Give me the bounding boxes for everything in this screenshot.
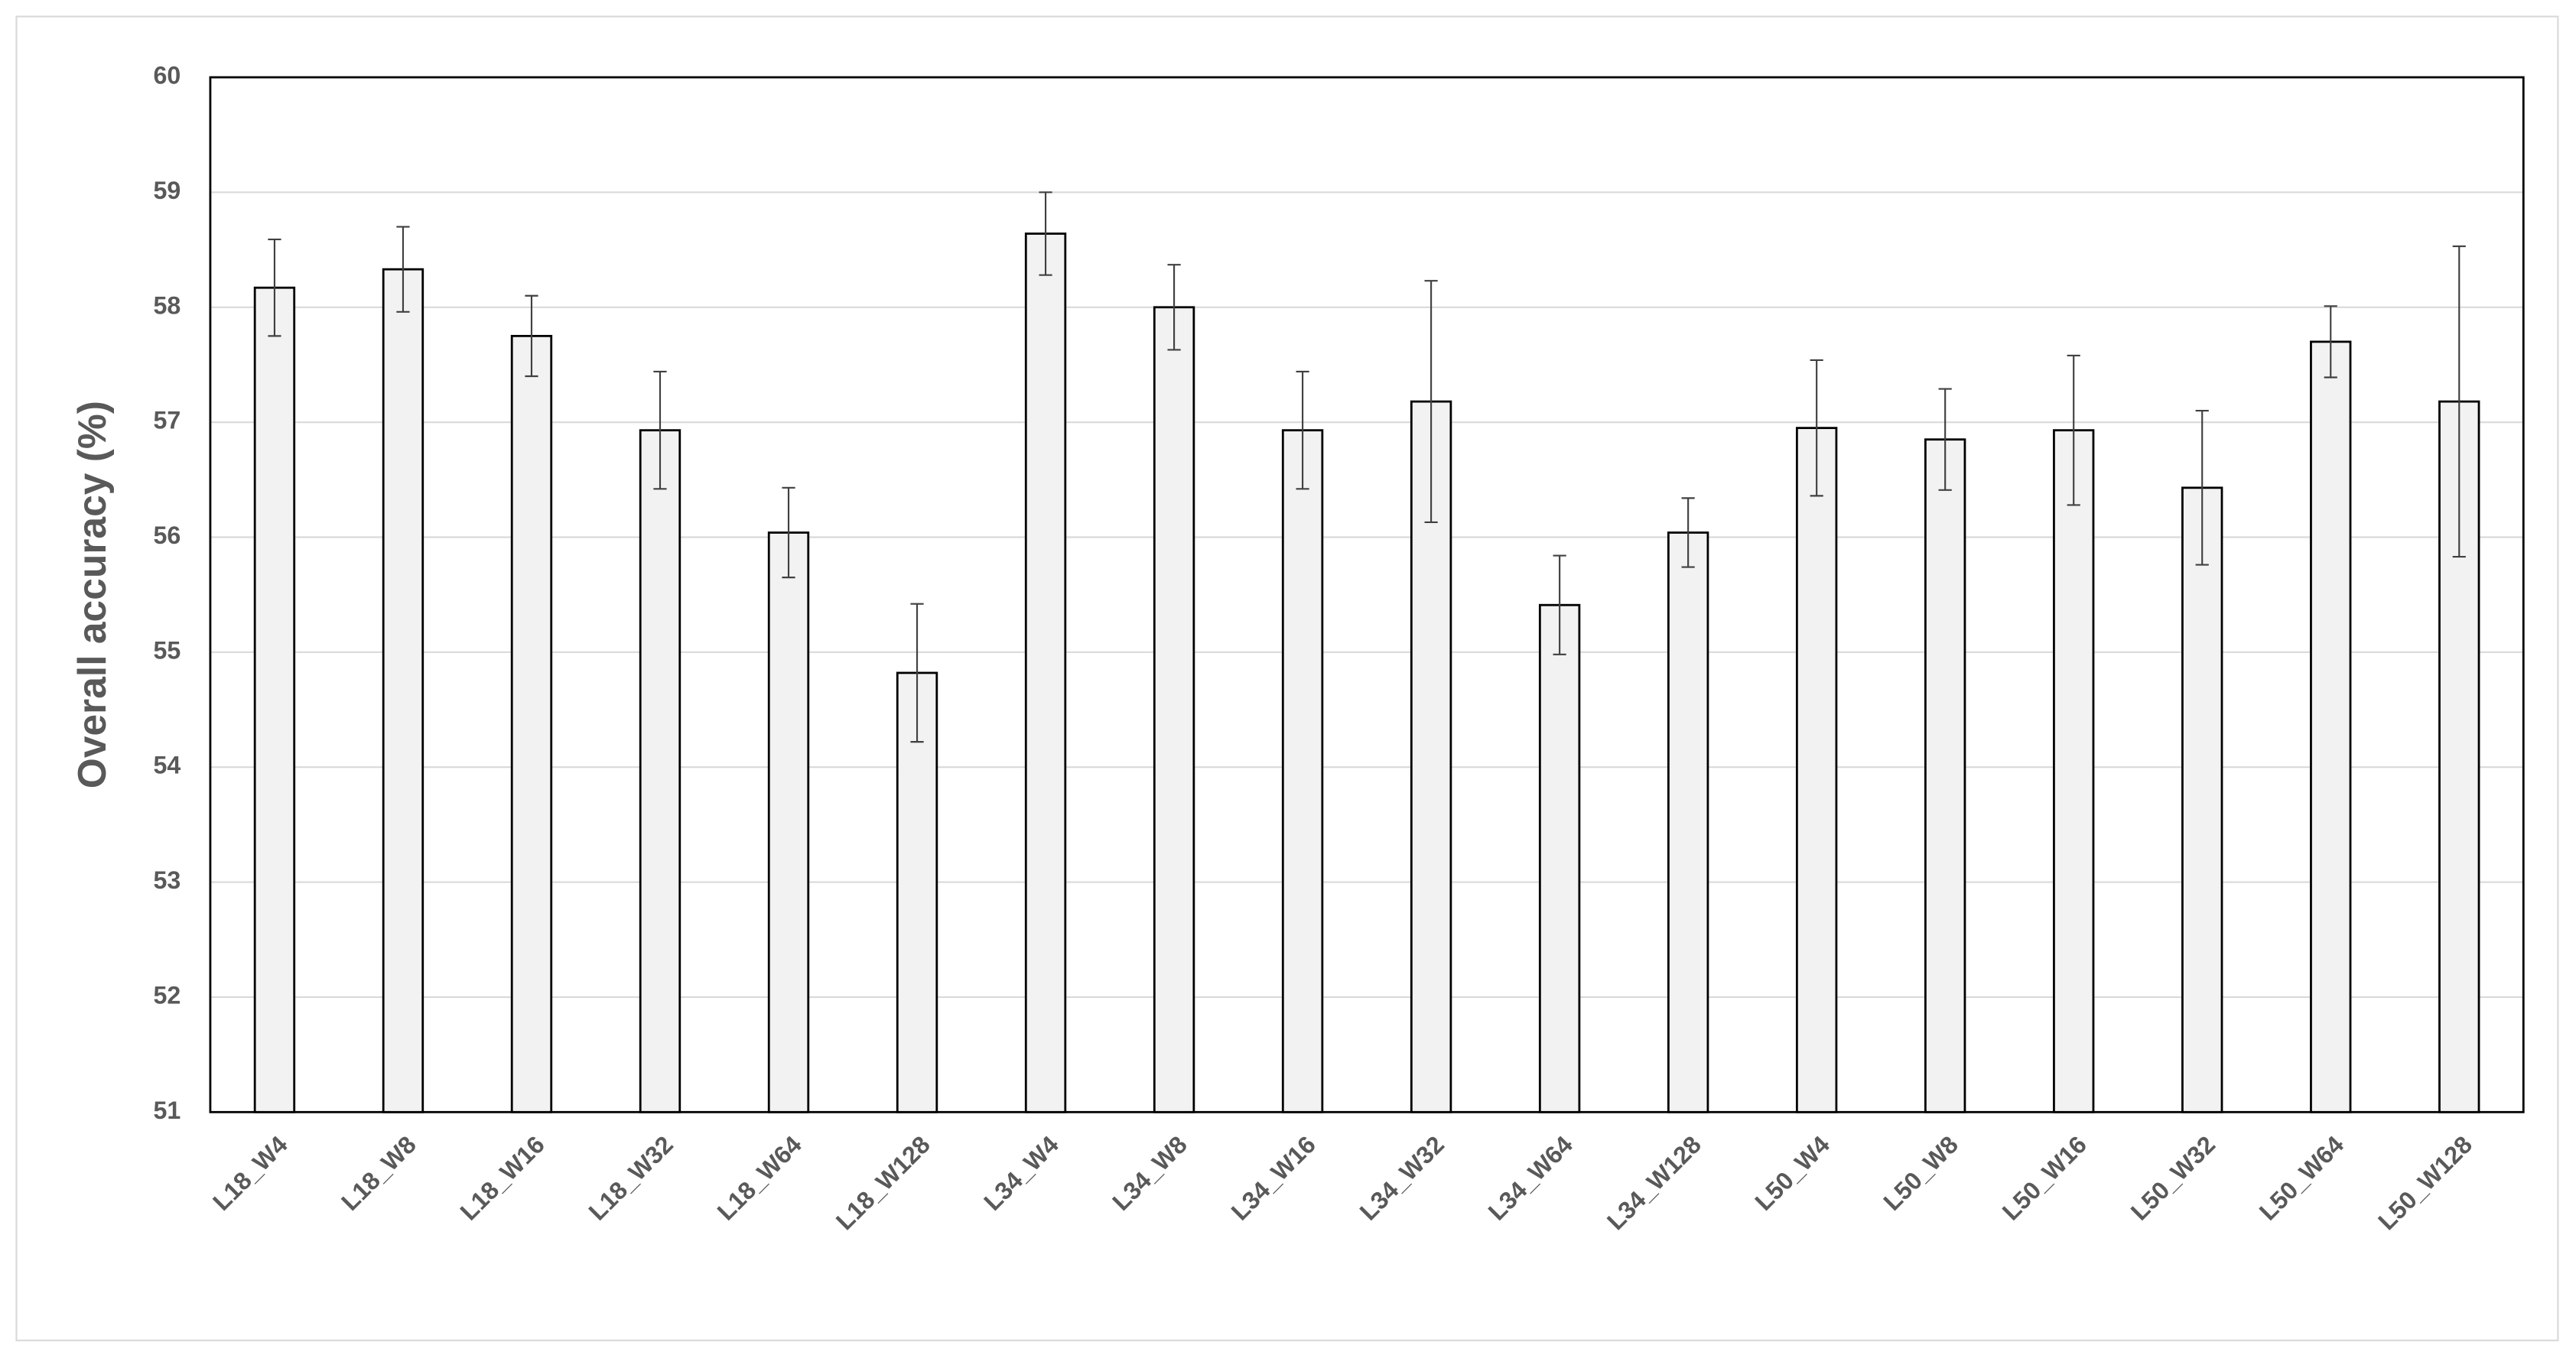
bar [1795, 427, 1838, 1113]
error-bar [2452, 245, 2466, 558]
error-bar [1167, 264, 1181, 351]
bar [1024, 232, 1067, 1113]
y-tick-label: 55 [153, 636, 181, 664]
bar [1538, 603, 1581, 1113]
bar [896, 671, 938, 1113]
bar [1924, 438, 1966, 1113]
bar [382, 268, 424, 1113]
bar [510, 334, 553, 1113]
y-tick-label: 52 [153, 981, 181, 1009]
error-bar [653, 370, 667, 490]
error-bar [1296, 370, 1309, 490]
bar [639, 429, 681, 1113]
bar [2181, 486, 2223, 1113]
error-bar [1553, 554, 1566, 655]
bar [2310, 340, 2352, 1113]
y-tick-label: 51 [153, 1097, 181, 1124]
y-tick-label: 57 [153, 407, 181, 434]
y-tick-label: 56 [153, 522, 181, 549]
error-bar [1810, 359, 1823, 497]
bar [767, 531, 810, 1113]
y-tick-label: 54 [153, 752, 181, 779]
y-tick-label: 59 [153, 177, 181, 204]
error-bar [1424, 280, 1438, 524]
y-tick-label: 58 [153, 291, 181, 319]
error-bar [1938, 388, 1952, 491]
error-bar [1039, 191, 1052, 276]
bar [253, 286, 296, 1113]
error-bar [2195, 410, 2209, 566]
error-bar [1681, 497, 1695, 568]
plot-frame [209, 76, 2525, 1113]
bar [1281, 429, 1324, 1113]
error-bar [910, 603, 924, 743]
error-bar [2324, 305, 2337, 379]
error-bar [782, 486, 795, 579]
bar [2053, 429, 2095, 1113]
y-tick-label: 60 [153, 62, 181, 89]
y-axis-title: Overall accuracy (%) [70, 401, 114, 788]
y-tick-label: 53 [153, 866, 181, 894]
bar [1153, 306, 1195, 1113]
error-bar [268, 238, 281, 337]
error-bar [396, 226, 410, 313]
error-bar [2067, 354, 2080, 506]
bar [1667, 531, 1709, 1113]
error-bar [525, 294, 538, 378]
